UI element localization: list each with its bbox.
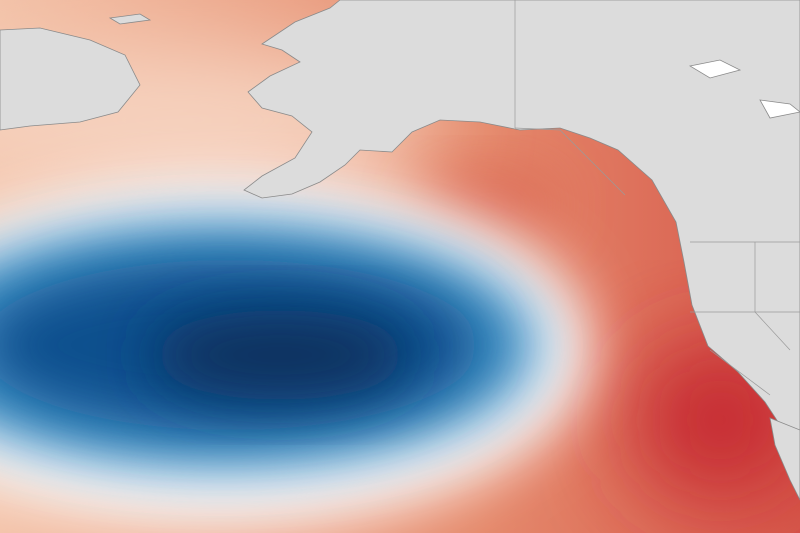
siberia	[0, 27, 141, 131]
border-line	[754, 242, 791, 351]
baja	[769, 417, 800, 501]
land	[0, 0, 800, 501]
cool-core	[150, 310, 410, 400]
bay	[759, 99, 800, 119]
island	[108, 13, 152, 25]
border-line	[514, 127, 626, 196]
lake	[688, 59, 742, 79]
border-line	[709, 349, 771, 396]
borders	[514, 0, 800, 396]
